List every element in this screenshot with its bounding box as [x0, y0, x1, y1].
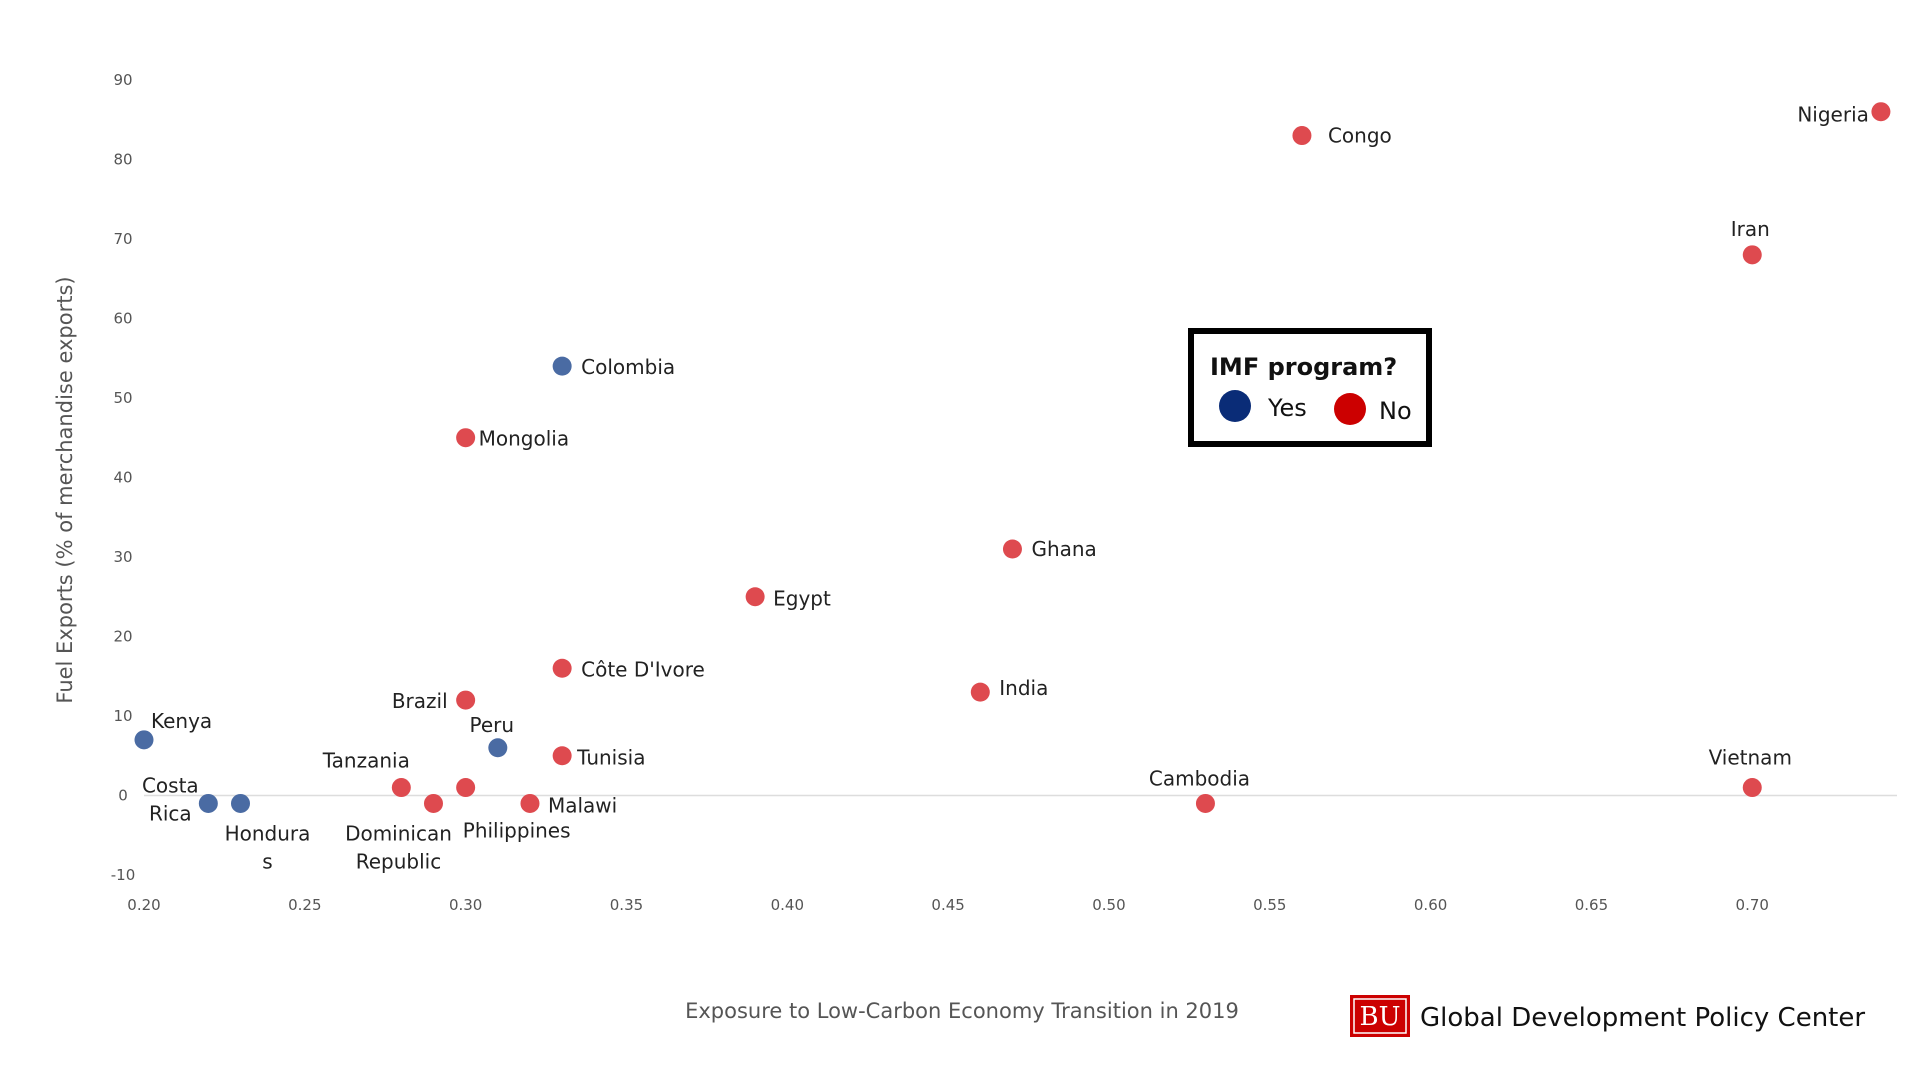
data-point	[1002, 539, 1022, 559]
point-label-line: Republic	[356, 849, 441, 873]
org-branding: BU Global Development Policy Center	[1350, 995, 1865, 1037]
bu-logo-inner-border	[1353, 998, 1407, 1034]
legend-box	[1188, 328, 1432, 447]
y-axis-title: Fuel Exports (% of merchandise exports)	[53, 276, 77, 703]
data-point	[230, 793, 250, 813]
legend-label-no: No	[1379, 397, 1412, 425]
x-tick-label: 0.20	[127, 896, 160, 914]
x-tick-label: 0.45	[931, 896, 964, 914]
y-tick-label: 10	[113, 707, 132, 725]
x-axis-ticks: 0.20 0.25 0.30 0.35 0.40 0.45 0.50 0.55 0.60 0.65…	[127, 896, 1769, 914]
point-label: Tunisia	[576, 746, 645, 770]
point-label-line: Costa	[142, 773, 199, 797]
point-label: Peru	[470, 713, 515, 737]
point-label: Dominican Republic	[345, 821, 452, 873]
point-label: Malawi	[548, 793, 617, 817]
data-point	[456, 428, 476, 448]
point-label: Kenya	[151, 709, 212, 733]
x-tick-label: 0.40	[771, 896, 804, 914]
data-point	[745, 587, 765, 607]
y-tick-label: 80	[113, 150, 132, 168]
point-label: Costa Rica	[142, 773, 199, 825]
y-tick-label: -10	[111, 866, 136, 884]
data-point	[134, 730, 154, 750]
data-point	[970, 682, 990, 702]
x-tick-label: 0.35	[610, 896, 643, 914]
point-label: Colombia	[581, 355, 675, 379]
point-label: Mongolia	[479, 427, 569, 451]
data-point	[1742, 245, 1762, 265]
point-label: Nigeria	[1797, 103, 1869, 127]
data-point	[198, 793, 218, 813]
x-tick-label: 0.50	[1092, 896, 1125, 914]
data-point	[423, 793, 443, 813]
data-point	[1871, 102, 1891, 122]
point-label: Philippines	[463, 819, 571, 843]
point-label: Hondura s	[225, 821, 311, 873]
y-tick-label: 50	[113, 389, 132, 407]
data-point	[552, 746, 572, 766]
y-tick-label: 60	[113, 309, 132, 327]
point-label: Côte D'Ivore	[581, 657, 705, 681]
point-label: Vietnam	[1709, 746, 1792, 770]
x-tick-label: 0.70	[1736, 896, 1769, 914]
bu-logo-text: BU	[1359, 1002, 1400, 1032]
data-point	[552, 356, 572, 376]
x-tick-label: 0.30	[449, 896, 482, 914]
point-label: Brazil	[392, 689, 448, 713]
legend-title: IMF program?	[1210, 353, 1397, 381]
org-name: Global Development Policy Center	[1420, 1003, 1865, 1033]
data-point	[520, 793, 540, 813]
x-axis-title: Exposure to Low-Carbon Economy Transitio…	[685, 999, 1239, 1023]
data-point	[488, 738, 508, 758]
data-point	[1292, 126, 1312, 146]
x-tick-label: 0.65	[1575, 896, 1608, 914]
y-tick-label: 40	[113, 468, 132, 486]
data-point	[456, 690, 476, 710]
y-tick-label: 30	[113, 548, 132, 566]
point-label: Ghana	[1031, 537, 1096, 561]
point-label: Tanzania	[322, 749, 410, 773]
point-label-line: s	[262, 849, 272, 873]
bu-logo	[1350, 995, 1410, 1037]
legend-swatch-yes	[1219, 390, 1251, 422]
point-label: Iran	[1731, 217, 1770, 241]
point-label-line: Hondura	[225, 821, 311, 845]
x-tick-label: 0.60	[1414, 896, 1447, 914]
y-tick-label: 90	[113, 71, 132, 89]
data-point	[1195, 793, 1215, 813]
point-label: Congo	[1328, 124, 1392, 148]
data-point	[391, 778, 411, 798]
data-point	[1742, 778, 1762, 798]
data-points	[134, 102, 1891, 813]
y-axis-ticks: 90 80 70 60 50 40 30 20 10 0 -10	[111, 71, 136, 884]
point-label: Egypt	[773, 587, 831, 611]
data-point	[552, 658, 572, 678]
point-label-line: Rica	[149, 801, 192, 825]
y-tick-label: 70	[113, 230, 132, 248]
data-point	[456, 778, 476, 798]
legend: IMF program? Yes No	[1188, 328, 1432, 447]
point-label-line: Dominican	[345, 821, 452, 845]
legend-label-yes: Yes	[1267, 394, 1307, 422]
y-tick-label: 0	[118, 786, 128, 804]
legend-swatch-no	[1334, 393, 1366, 425]
point-label: India	[999, 676, 1048, 700]
x-tick-label: 0.55	[1253, 896, 1286, 914]
point-labels: Nigeria Congo Iran Colombia Mongolia Ghana Egy…	[142, 103, 1869, 874]
point-label: Cambodia	[1149, 766, 1250, 790]
x-tick-label: 0.25	[288, 896, 321, 914]
y-tick-label: 20	[113, 627, 132, 645]
